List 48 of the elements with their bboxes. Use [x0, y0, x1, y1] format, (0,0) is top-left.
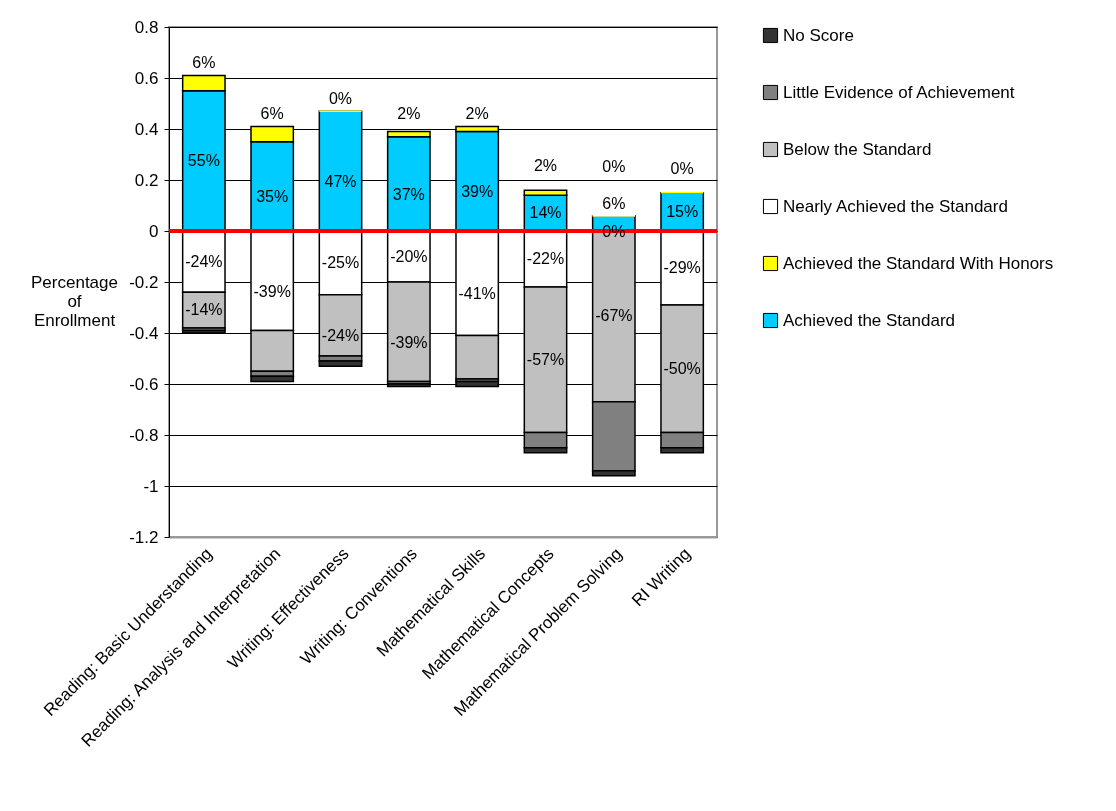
- data-label: 0%: [602, 157, 626, 175]
- y-tick-label: -0.2: [129, 272, 159, 292]
- y-tick-label: 0.2: [134, 170, 159, 190]
- data-label: -39%: [390, 333, 428, 351]
- data-label: -25%: [321, 253, 360, 271]
- y-tick-label: 0.4: [134, 119, 159, 139]
- data-label: 14%: [529, 204, 562, 222]
- data-label: 55%: [187, 151, 220, 169]
- data-label: -41%: [458, 285, 496, 303]
- data-label: -50%: [663, 359, 701, 377]
- y-tick-label: 0.6: [134, 68, 159, 88]
- data-label: -67%: [595, 307, 633, 325]
- data-label: 6%: [260, 105, 284, 123]
- data-label: -57%: [526, 350, 565, 368]
- legend-label: Nearly Achieved the Standard: [783, 196, 1008, 216]
- data-label: -24%: [185, 252, 223, 270]
- data-label: -39%: [253, 282, 291, 300]
- data-label: -24%: [321, 327, 360, 345]
- data-label: 47%: [324, 173, 357, 191]
- legend-label: Achieved the Standard With Honors: [783, 253, 1054, 273]
- y-tick-label: 0: [149, 221, 159, 241]
- y-tick-label: 0.8: [134, 17, 159, 37]
- data-label: 2%: [533, 157, 558, 175]
- data-label: 2%: [465, 105, 489, 123]
- data-label: -20%: [390, 247, 428, 265]
- data-label: 37%: [392, 185, 425, 203]
- data-label: 0%: [328, 90, 353, 108]
- legend-label: Below the Standard: [783, 139, 932, 159]
- data-label: -22%: [526, 250, 565, 268]
- y-tick-label: -1: [143, 476, 159, 496]
- data-label: -14%: [185, 301, 223, 319]
- y-tick-label: -1.2: [129, 527, 159, 547]
- data-label: 6%: [192, 54, 216, 72]
- legend-label: Achieved the Standard: [783, 310, 956, 330]
- y-tick-label: -0.8: [129, 425, 159, 445]
- y-tick-label: -0.6: [129, 374, 159, 394]
- data-label: 35%: [256, 188, 289, 206]
- data-label: 0%: [670, 159, 694, 177]
- legend-label: No Score: [783, 25, 854, 45]
- data-label: 2%: [397, 104, 421, 122]
- data-label: 15%: [666, 202, 699, 220]
- data-label: 39%: [461, 183, 494, 201]
- y-axis-title: Percentage of Enrollment: [31, 272, 118, 330]
- data-label: -29%: [663, 258, 701, 276]
- data-label: 6%: [602, 194, 626, 212]
- y-tick-label: -0.4: [129, 323, 159, 343]
- legend-label: Little Evidence of Achievement: [783, 82, 1015, 102]
- bar: [250, 375, 295, 383]
